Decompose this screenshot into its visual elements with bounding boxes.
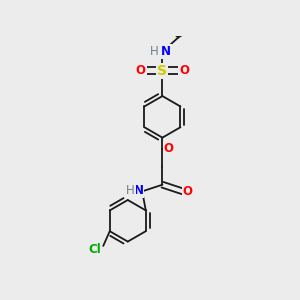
- Text: N: N: [134, 184, 143, 197]
- Text: O: O: [179, 64, 189, 77]
- Text: H: H: [126, 184, 135, 197]
- Text: Cl: Cl: [88, 243, 101, 256]
- Text: O: O: [136, 64, 146, 77]
- Text: H: H: [150, 45, 159, 58]
- Text: O: O: [164, 142, 174, 155]
- Text: S: S: [158, 64, 167, 78]
- Text: O: O: [183, 185, 193, 198]
- Text: N: N: [161, 45, 171, 58]
